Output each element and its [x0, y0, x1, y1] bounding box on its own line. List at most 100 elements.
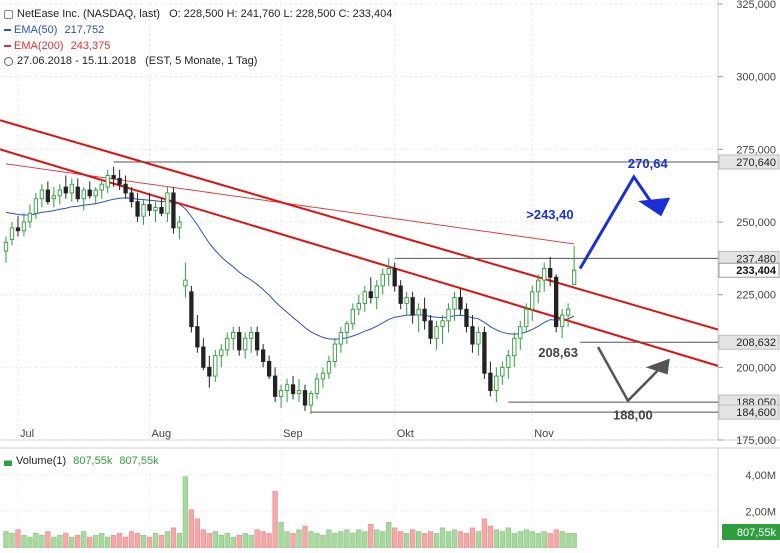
candle-body: [33, 198, 39, 214]
candle-body: [39, 189, 45, 200]
x-tick-label: Aug: [152, 428, 172, 440]
candle-body: [9, 227, 15, 240]
candle-body: [117, 177, 122, 185]
candle-body: [272, 375, 278, 397]
candle-body: [350, 308, 355, 325]
price-level-label: 208,632: [736, 337, 776, 349]
candle-body: [422, 308, 427, 322]
legend-title-row: NetEase Inc. (NASDAQ, last) O: 228,500 H…: [4, 8, 392, 20]
volume-bar: [57, 534, 63, 549]
volume-bar: [439, 527, 446, 549]
volume-bar: [128, 531, 135, 549]
volume-bar: [463, 533, 470, 549]
volume-bar: [457, 531, 464, 549]
candle-body: [374, 285, 379, 299]
volume-bar: [469, 527, 476, 549]
volume-bar: [140, 534, 147, 549]
candle-body: [51, 195, 56, 200]
candle-body: [3, 241, 9, 252]
volume-bar: [134, 533, 141, 549]
candle-body: [488, 372, 493, 392]
volume-bar: [559, 531, 565, 549]
volume-bar: [9, 533, 15, 549]
volume-bar: [105, 536, 111, 549]
bearish-arrow: [596, 346, 665, 403]
volume-bar: [553, 529, 559, 549]
volume-bar: [284, 531, 290, 549]
candle-body: [410, 297, 415, 316]
candle-body: [470, 326, 475, 345]
volume-bar: [182, 476, 189, 549]
candle-body: [63, 186, 68, 194]
volume-bar: [3, 531, 9, 549]
ema50-swatch: [4, 29, 11, 32]
price-level-tag: [718, 404, 780, 420]
candle-body: [524, 308, 529, 328]
candle-body: [290, 384, 296, 394]
volume-bar: [433, 533, 440, 549]
volume-bar: [481, 518, 488, 549]
x-tick-label: Okt: [397, 428, 414, 440]
volume-bar: [260, 531, 266, 549]
volume-bar: [116, 533, 123, 549]
candle-body: [356, 302, 361, 310]
price-level-label: 237,480: [736, 253, 776, 265]
candle-body: [464, 308, 469, 328]
candle-body: [434, 326, 439, 339]
candle-body: [404, 297, 409, 304]
bearish-arrow-head: [645, 358, 670, 375]
target-down-label: 188,00: [613, 408, 653, 423]
candle-body: [21, 221, 27, 232]
candle-body: [380, 273, 385, 287]
y-tick-label: 325,000: [736, 0, 776, 11]
volume-bar: [409, 529, 416, 549]
ohlc-values: O: 228,500 H: 241,760 L: 228,500 C: 233,…: [169, 8, 393, 20]
volume-bar: [272, 491, 278, 549]
y-tick-label: 225,000: [736, 290, 776, 302]
candle-body: [81, 189, 86, 200]
volume-bar: [565, 533, 571, 549]
last-price-label: 233,404: [736, 265, 777, 277]
volume-tick-label: 4,00M: [745, 470, 776, 482]
volume-bar: [386, 522, 392, 549]
volume-bar: [380, 531, 386, 549]
price-level-label: 184,600: [736, 407, 776, 419]
candle-body: [111, 175, 116, 179]
volume-bar: [230, 536, 236, 549]
volume-bar: [505, 527, 511, 549]
candle-body: [27, 212, 33, 223]
candle-body: [482, 332, 487, 374]
volume-bar: [254, 529, 260, 549]
candle-body: [452, 297, 457, 310]
ema200-value: 243,375: [70, 40, 111, 52]
y-tick-label: 250,000: [736, 217, 776, 229]
volume-bar: [493, 529, 500, 549]
candle-body: [548, 268, 553, 278]
volume-bar: [475, 531, 482, 549]
volume-bar: [158, 534, 165, 549]
ema200-label: EMA(200): [14, 40, 64, 52]
instrument-title: NetEase Inc. (NASDAQ, last): [17, 8, 161, 20]
y-tick-label: 175,000: [736, 435, 776, 447]
volume-bar: [242, 533, 248, 549]
legend-ema50: EMA(50) 217,752: [4, 24, 104, 36]
candle-body: [416, 308, 421, 316]
volume-tick-label: 2,00M: [745, 506, 776, 518]
volume-bar: [517, 531, 523, 549]
x-tick-label: Sep: [283, 428, 303, 440]
candle-body: [75, 186, 80, 200]
candle-body: [255, 332, 260, 351]
bullish-arrow: [578, 174, 657, 270]
volume-bar: [164, 531, 171, 549]
support-label: 208,63: [538, 345, 578, 360]
volume-bar: [296, 529, 302, 549]
volume-bar: [63, 533, 69, 549]
legend-range: 27.06.2018 - 15.11.2018 (EST, 5 Monate, …: [4, 55, 257, 67]
volume-bar: [392, 527, 398, 549]
volume-bar: [152, 533, 159, 549]
candle-body: [398, 285, 403, 304]
candle-body: [237, 332, 242, 351]
settings-icon[interactable]: [4, 9, 13, 19]
candle-body: [314, 378, 320, 394]
